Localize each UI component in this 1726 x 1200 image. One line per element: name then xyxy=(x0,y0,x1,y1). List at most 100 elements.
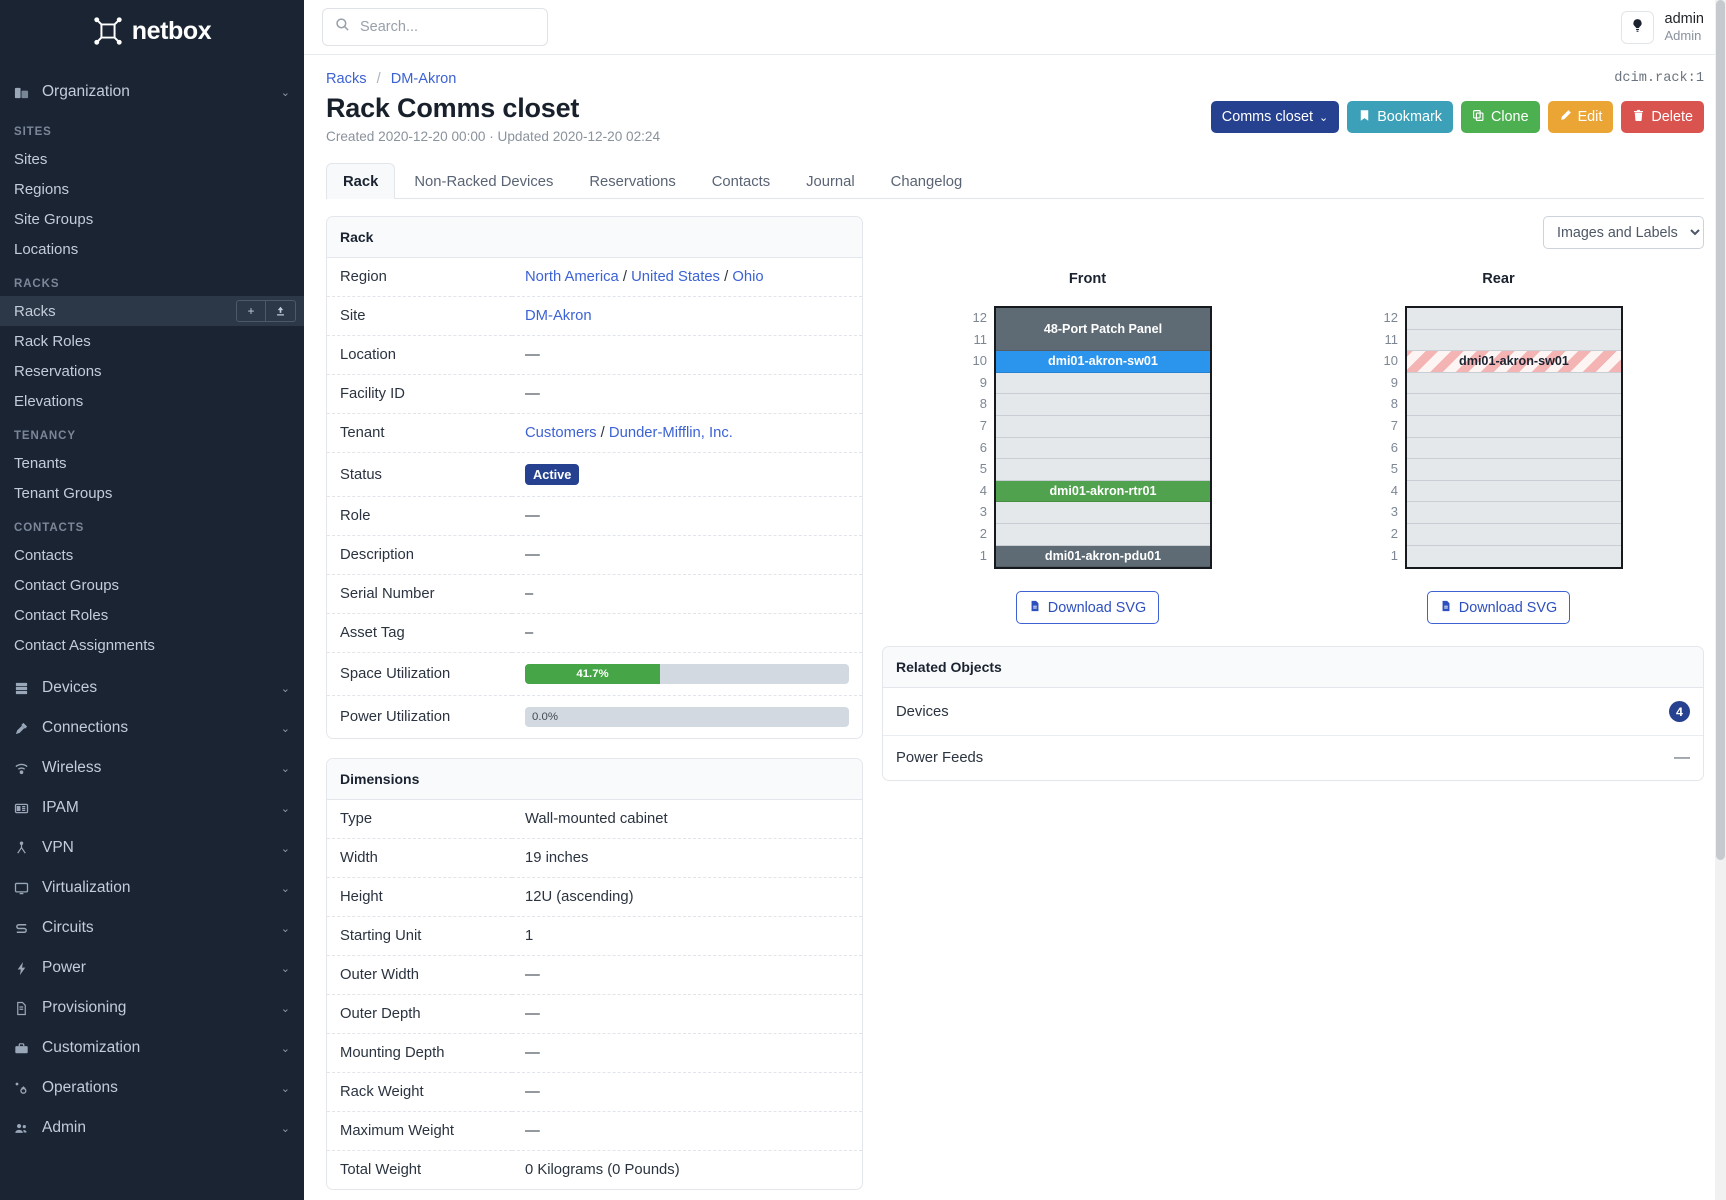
page-scrollbar-thumb[interactable] xyxy=(1716,0,1725,860)
rack-unit-device[interactable]: dmi01-akron-pdu01 xyxy=(996,545,1210,568)
table-row: Facility ID — xyxy=(327,375,862,414)
breadcrumb-racks[interactable]: Racks xyxy=(326,71,367,87)
rear-unit-numbers: 12 11 10 9 8 7 6 5 4 3 2 xyxy=(1374,306,1398,566)
sidebar-group-virtualization[interactable]: Virtualization ⌄ xyxy=(0,868,304,908)
search-box[interactable] xyxy=(322,8,548,46)
rack-unit-empty[interactable] xyxy=(1407,329,1621,352)
topbar: admin Admin xyxy=(304,0,1726,55)
sidebar-heading-racks: RACKS xyxy=(14,278,60,290)
sidebar-item-tenant-groups[interactable]: Tenant Groups xyxy=(0,478,304,508)
download-svg-rear-button[interactable]: Download SVG xyxy=(1426,591,1571,625)
sidebar-group-customization[interactable]: Customization ⌄ xyxy=(0,1028,304,1068)
tab-journal[interactable]: Journal xyxy=(806,174,855,190)
sidebar-item-racks[interactable]: Racks + xyxy=(0,296,304,326)
sidebar-group-wireless[interactable]: Wireless ⌄ xyxy=(0,748,304,788)
sidebar-group-devices[interactable]: Devices ⌄ xyxy=(0,668,304,708)
sidebar-group-admin[interactable]: Admin ⌄ xyxy=(0,1108,304,1148)
rack-unit-empty[interactable] xyxy=(996,437,1210,460)
rack-unit-empty[interactable] xyxy=(1407,523,1621,546)
tab-reservations[interactable]: Reservations xyxy=(589,174,676,190)
tab-rack[interactable]: Rack xyxy=(326,163,396,199)
sidebar-group-vpn[interactable]: VPN ⌄ xyxy=(0,828,304,868)
sidebar-item-rack-roles[interactable]: Rack Roles xyxy=(0,326,304,356)
rack-unit-empty[interactable] xyxy=(996,415,1210,438)
sidebar-group-organization[interactable]: Organization ⌄ xyxy=(0,72,304,112)
front-elevation-title: Front xyxy=(1068,271,1107,287)
search-input[interactable] xyxy=(360,19,535,35)
rack-unit-empty[interactable] xyxy=(1407,502,1621,524)
rack-unit-empty[interactable] xyxy=(1407,437,1621,460)
sidebar-group-power[interactable]: Power ⌄ xyxy=(0,948,304,988)
sidebar-group-operations[interactable]: Operations ⌄ xyxy=(0,1068,304,1108)
user-menu[interactable]: admin Admin xyxy=(1665,11,1705,43)
delete-button[interactable]: Delete xyxy=(1621,101,1704,133)
sidebar-item-elevations[interactable]: Elevations xyxy=(0,386,304,416)
unit-number: 5 xyxy=(979,461,987,477)
sep: / xyxy=(622,269,627,285)
brand-logo[interactable]: netbox xyxy=(0,0,304,56)
rack-unit-empty[interactable] xyxy=(1407,372,1621,395)
rack-unit-empty[interactable] xyxy=(996,394,1210,416)
sidebar-item-locations[interactable]: Locations xyxy=(0,234,304,264)
sidebar-item-contact-roles[interactable]: Contact Roles xyxy=(0,600,304,630)
sidebar-item-tenants[interactable]: Tenants xyxy=(0,448,304,478)
sidebar-item-contact-assignments[interactable]: Contact Assignments xyxy=(0,630,304,660)
unit-number: 9 xyxy=(1390,374,1398,390)
tenant-group-link[interactable]: Customers xyxy=(525,425,597,441)
chevron-down-icon: ⌄ xyxy=(280,86,290,99)
sidebar-group-connections[interactable]: Connections ⌄ xyxy=(0,708,304,748)
sidebar-group-provisioning[interactable]: Provisioning ⌄ xyxy=(0,988,304,1028)
tab-non-racked-devices[interactable]: Non-Racked Devices xyxy=(414,174,554,190)
tab-changelog[interactable]: Changelog xyxy=(890,174,963,190)
related-object-devices[interactable]: Devices 4 xyxy=(883,688,1703,737)
region-link-1[interactable]: North America xyxy=(525,269,619,285)
region-link-3[interactable]: Ohio xyxy=(732,269,764,285)
rack-unit-empty[interactable] xyxy=(1407,459,1621,481)
related-object-label: Devices xyxy=(896,703,949,720)
tab-contacts[interactable]: Contacts xyxy=(711,174,771,190)
bookmark-button[interactable]: Bookmark xyxy=(1347,101,1453,133)
sidebar-item-sites[interactable]: Sites xyxy=(0,144,304,174)
rack-unit-empty[interactable] xyxy=(996,372,1210,395)
page-scrollbar[interactable] xyxy=(1715,0,1726,1200)
tenant-link[interactable]: Dunder-Mifflin, Inc. xyxy=(608,425,733,441)
rack-unit-occupied[interactable]: dmi01-akron-sw01 xyxy=(1407,351,1621,373)
sidebar-item-contact-groups[interactable]: Contact Groups xyxy=(0,570,304,600)
sidebar-item-site-groups[interactable]: Site Groups xyxy=(0,204,304,234)
theme-toggle-button[interactable] xyxy=(1620,10,1654,44)
add-rack-button[interactable]: + xyxy=(236,300,266,322)
sidebar-item-regions[interactable]: Regions xyxy=(0,174,304,204)
rear-elevation: Rear 12 11 10 9 8 7 6 5 4 xyxy=(1293,271,1704,625)
rack-unit-device[interactable]: dmi01-akron-sw01 xyxy=(996,351,1210,373)
sidebar-item-reservations[interactable]: Reservations xyxy=(0,356,304,386)
table-row: Location — xyxy=(327,336,862,375)
rack-unit-device[interactable]: 48-Port Patch Panel xyxy=(996,308,1210,352)
rack-unit-empty[interactable] xyxy=(996,523,1210,546)
rack-unit-empty[interactable] xyxy=(1407,545,1621,568)
related-object-power-feeds[interactable]: Power Feeds — xyxy=(883,736,1703,780)
sidebar-group-circuits[interactable]: Circuits ⌄ xyxy=(0,908,304,948)
vpn-icon xyxy=(14,841,40,856)
sidebar-group-ipam[interactable]: IPAM ⌄ xyxy=(0,788,304,828)
rack-unit-empty[interactable] xyxy=(1407,415,1621,438)
region-link-2[interactable]: United States xyxy=(631,269,720,285)
site-link[interactable]: DM-Akron xyxy=(525,308,592,324)
comms-closet-dropdown-button[interactable]: Comms closet ⌄ xyxy=(1210,101,1340,133)
breadcrumb-dm-akron[interactable]: DM-Akron xyxy=(390,71,457,87)
pencil-icon xyxy=(1559,109,1572,126)
rack-unit-empty[interactable] xyxy=(996,459,1210,481)
download-svg-front-button[interactable]: Download SVG xyxy=(1015,591,1160,625)
import-rack-button[interactable] xyxy=(266,300,296,322)
rack-unit-empty[interactable] xyxy=(1407,308,1621,330)
elevation-view-select[interactable]: Images and Labels xyxy=(1543,216,1704,249)
rack-unit-empty[interactable] xyxy=(996,502,1210,524)
edit-button[interactable]: Edit xyxy=(1547,101,1614,133)
sidebar-item-contacts[interactable]: Contacts xyxy=(0,540,304,570)
table-row: Serial Number – xyxy=(327,575,862,614)
row-label: Power Utilization xyxy=(340,709,451,725)
rack-unit-empty[interactable] xyxy=(1407,394,1621,416)
row-label: Space Utilization xyxy=(340,666,451,682)
clone-button[interactable]: Clone xyxy=(1460,101,1540,133)
rack-unit-empty[interactable] xyxy=(1407,480,1621,503)
rack-unit-device[interactable]: dmi01-akron-rtr01 xyxy=(996,480,1210,503)
